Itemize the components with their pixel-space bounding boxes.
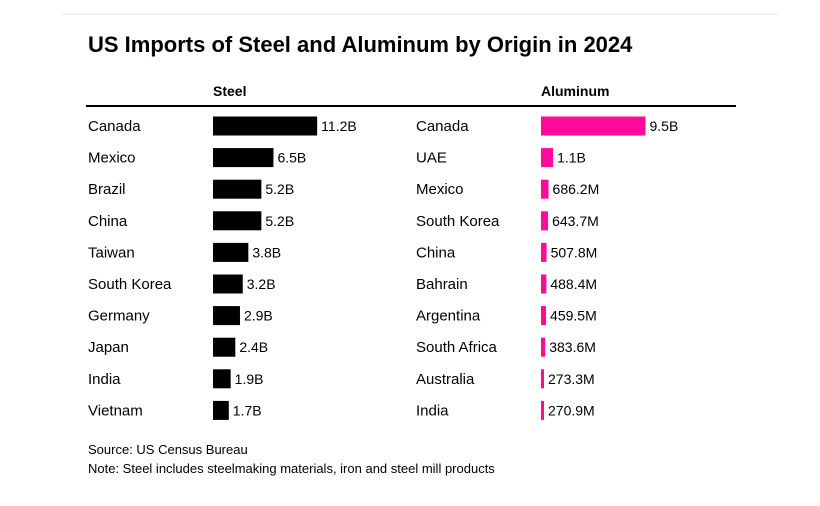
- steel-header: Steel: [213, 83, 246, 99]
- aluminum-value-label: 643.7M: [552, 213, 599, 229]
- bar-marks: Canada 11.2B Mexico 6.5B Brazil 5.2B China 5.2B…: [88, 116, 679, 420]
- steel-value-label: 11.2B: [321, 118, 357, 134]
- steel-bar: [213, 148, 274, 168]
- steel-value-label: 5.2B: [265, 213, 294, 229]
- aluminum-category-label: Canada: [416, 118, 469, 135]
- aluminum-bar: [541, 116, 646, 136]
- steel-value-label: 5.2B: [265, 181, 294, 197]
- steel-category-label: South Korea: [88, 276, 172, 293]
- aluminum-value-label: 270.9M: [548, 402, 595, 418]
- steel-category-label: Vietnam: [88, 402, 143, 419]
- aluminum-value-label: 9.5B: [650, 118, 679, 134]
- aluminum-value-label: 686.2M: [553, 181, 600, 197]
- steel-bar: [213, 400, 229, 420]
- steel-bar: [213, 369, 231, 389]
- steel-bar: [213, 179, 262, 199]
- steel-category-label: Japan: [88, 339, 129, 356]
- steel-bar: [213, 242, 249, 262]
- aluminum-value-label: 507.8M: [551, 244, 598, 260]
- source-note: Source: US Census Bureau: [88, 442, 248, 457]
- aluminum-category-label: China: [416, 244, 456, 261]
- aluminum-value-label: 383.6M: [549, 339, 596, 355]
- aluminum-category-label: South Korea: [416, 213, 500, 230]
- aluminum-bar: [541, 179, 549, 199]
- aluminum-bar: [541, 369, 545, 389]
- steel-bar: [213, 274, 243, 294]
- steel-category-label: Taiwan: [88, 244, 135, 261]
- aluminum-value-label: 459.5M: [550, 308, 597, 324]
- aluminum-value-label: 488.4M: [550, 276, 597, 292]
- steel-category-label: Brazil: [88, 181, 126, 198]
- aluminum-category-label: South Africa: [416, 339, 498, 356]
- aluminum-bar: [541, 242, 547, 262]
- aluminum-value-label: 1.1B: [557, 150, 586, 166]
- steel-category-label: China: [88, 213, 128, 230]
- steel-value-label: 6.5B: [277, 150, 306, 166]
- aluminum-category-label: India: [416, 402, 449, 419]
- steel-value-label: 3.8B: [252, 244, 281, 260]
- chart-title: US Imports of Steel and Aluminum by Orig…: [88, 32, 633, 57]
- steel-category-label: India: [88, 371, 121, 388]
- steel-value-label: 2.4B: [239, 339, 268, 355]
- aluminum-header: Aluminum: [541, 83, 609, 99]
- aluminum-category-label: Argentina: [416, 308, 481, 325]
- aluminum-bar: [541, 400, 544, 420]
- steel-bar: [213, 116, 318, 136]
- steel-value-label: 1.9B: [235, 371, 264, 387]
- aluminum-bar: [541, 148, 554, 168]
- footnote: Note: Steel includes steelmaking materia…: [88, 461, 495, 476]
- steel-value-label: 3.2B: [247, 276, 276, 292]
- aluminum-bar: [541, 274, 547, 294]
- steel-bar: [213, 306, 240, 326]
- steel-category-label: Canada: [88, 118, 141, 135]
- aluminum-value-label: 273.3M: [548, 371, 595, 387]
- steel-bar: [213, 337, 236, 357]
- steel-value-label: 1.7B: [233, 402, 262, 418]
- steel-bar: [213, 211, 262, 231]
- aluminum-category-label: Bahrain: [416, 276, 468, 293]
- steel-value-label: 2.9B: [244, 308, 273, 324]
- aluminum-category-label: UAE: [416, 150, 447, 167]
- steel-category-label: Mexico: [88, 150, 136, 167]
- aluminum-bar: [541, 306, 547, 326]
- aluminum-category-label: Mexico: [416, 181, 464, 198]
- aluminum-bar: [541, 211, 549, 231]
- aluminum-bar: [541, 337, 546, 357]
- aluminum-category-label: Australia: [416, 371, 475, 388]
- steel-category-label: Germany: [88, 308, 150, 325]
